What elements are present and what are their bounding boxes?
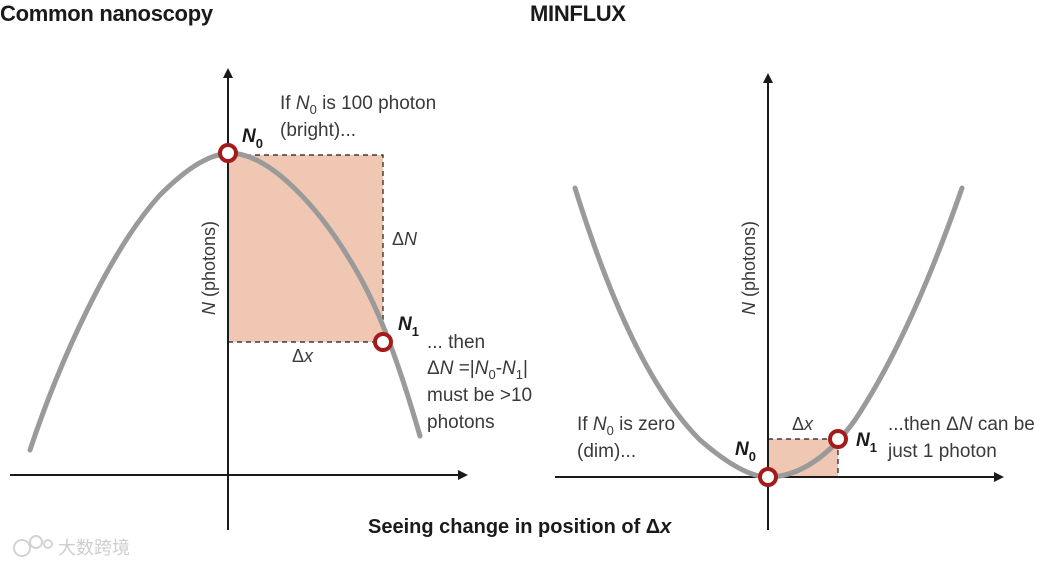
left-delta-x-label: Δx bbox=[292, 346, 314, 366]
right-panel: N (photons) If N0 is zero (dim)... N0 N1… bbox=[555, 73, 1035, 530]
left-note-bottom-line3: must be >10 bbox=[427, 385, 532, 406]
left-dashed-guide bbox=[228, 154, 384, 342]
right-delta-x-label: Δx bbox=[792, 414, 814, 434]
left-label-n1: N1 bbox=[398, 314, 419, 339]
left-note-bottom-line1: ... then bbox=[427, 332, 485, 353]
right-label-n0: N0 bbox=[735, 439, 756, 464]
watermark-text: 大数跨境 bbox=[58, 538, 130, 559]
left-note-top-line2: (bright)... bbox=[280, 120, 356, 141]
right-note-left-line1: If N0 is zero bbox=[577, 414, 675, 438]
right-title: MINFLUX bbox=[530, 1, 626, 26]
watermark: 大数跨境 bbox=[13, 535, 130, 559]
right-y-axis-label: N (photons) bbox=[739, 221, 759, 315]
left-note-bottom-line4: photons bbox=[427, 412, 495, 433]
right-note-left-line2: (dim)... bbox=[577, 441, 636, 462]
right-note-right-line2: just 1 photon bbox=[887, 441, 997, 462]
left-label-n0: N0 bbox=[242, 126, 263, 151]
left-delta-region bbox=[228, 155, 383, 342]
right-point-n1 bbox=[828, 429, 848, 449]
right-label-n1: N1 bbox=[856, 430, 877, 455]
left-panel: N (photons) If N0 is 100 photon (bright)… bbox=[10, 68, 532, 530]
left-note-bottom-line2: ΔN =|N0-N1| bbox=[427, 358, 528, 382]
left-y-axis-label: N (photons) bbox=[199, 221, 219, 315]
left-title: Common nanoscopy bbox=[0, 1, 214, 26]
left-point-n0 bbox=[218, 143, 238, 163]
left-delta-n-label: ΔN bbox=[392, 229, 418, 249]
watermark-logo-icon bbox=[13, 535, 53, 557]
right-delta-region bbox=[768, 439, 838, 477]
right-note-right-line1: ...then ΔN can be bbox=[888, 414, 1035, 435]
left-note-top-line1: If N0 is 100 photon bbox=[280, 93, 436, 117]
bottom-caption: Seeing change in position of Δx bbox=[368, 516, 672, 538]
right-point-n0 bbox=[758, 467, 778, 487]
left-point-n1 bbox=[373, 332, 393, 352]
